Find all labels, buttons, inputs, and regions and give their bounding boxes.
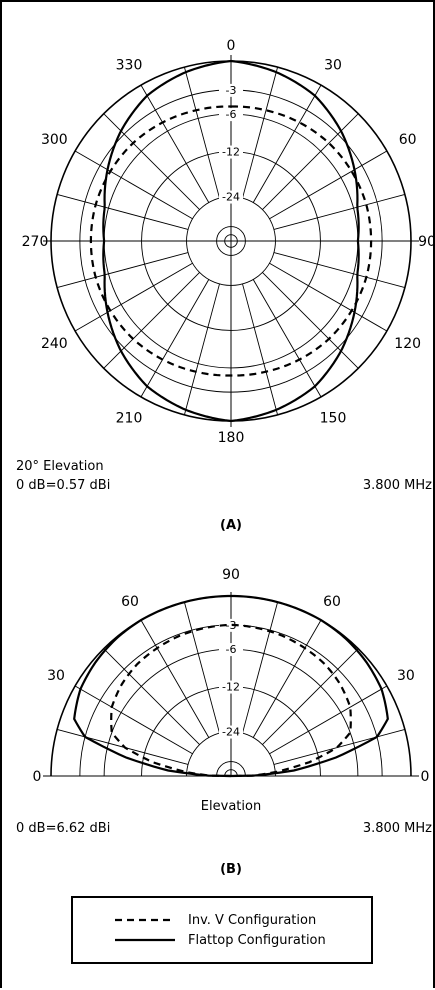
angle-label: 330	[116, 57, 143, 73]
grid-spoke	[140, 84, 210, 203]
ring-label-bg	[219, 618, 243, 632]
grid-spoke	[242, 67, 279, 199]
ring-label-bg	[219, 108, 243, 122]
ring-label-bg	[219, 643, 243, 657]
frequency-label-b: 3.800 MHz	[363, 821, 432, 836]
inv-v-pattern-line-b	[110, 623, 352, 778]
polar-grid-b: -3 -6 -12 -24	[43, 592, 419, 777]
grid-spoke	[103, 272, 200, 369]
grid-spoke	[242, 283, 279, 415]
grid-spoke	[262, 272, 359, 369]
elevation-axis-label: Elevation	[201, 799, 261, 814]
grid-spoke	[252, 279, 322, 398]
legend-label-flattop: Flattop Configuration	[188, 933, 326, 948]
ring-label-bg	[219, 145, 243, 159]
angle-label: 180	[218, 430, 245, 446]
angle-label: 0	[33, 769, 42, 785]
angle-label: 60	[399, 132, 417, 148]
grid-spoke	[269, 685, 388, 755]
angle-label: 90	[418, 234, 435, 250]
ring-label: -24	[222, 726, 240, 739]
grid-spoke	[140, 619, 210, 738]
legend-box	[71, 896, 373, 964]
angle-label: 0	[421, 769, 430, 785]
grid-spoke	[74, 150, 193, 220]
angle-label: 30	[324, 57, 342, 73]
grid-spoke	[74, 262, 193, 332]
elevation-angle-label: 20° Elevation	[16, 459, 104, 474]
angle-label: 210	[116, 411, 143, 427]
ring-label: -12	[222, 681, 240, 694]
angle-label: 90	[222, 567, 240, 583]
flattop-pattern-line-a	[102, 59, 360, 423]
angle-label: 30	[397, 668, 415, 684]
ring-label: -3	[226, 84, 237, 97]
inv-v-pattern-line-a	[89, 105, 373, 377]
ring-label-bg	[219, 190, 243, 204]
zero-db-reference-a: 0 dB=0.57 dBi	[16, 478, 110, 493]
grid-spoke	[273, 193, 405, 230]
grid-spoke	[252, 84, 322, 203]
polar-angle-labels-b: 0 30 60 90 60 30 0	[33, 567, 430, 785]
angle-label: 0	[227, 38, 236, 54]
angle-label: 270	[22, 234, 49, 250]
caption-a: (A)	[220, 518, 242, 533]
grid-spoke	[262, 648, 359, 745]
ring-label: -3	[226, 619, 237, 632]
polar-grid-a: -3 -6 -12 -24	[43, 55, 419, 427]
legend: Inv. V Configuration Flattop Configurati…	[71, 896, 373, 964]
grid-spoke	[74, 685, 193, 755]
caption-b: (B)	[220, 862, 242, 877]
ring-label-bg	[219, 725, 243, 739]
grid-spoke	[57, 193, 189, 230]
ring-label: -12	[222, 146, 240, 159]
series-group-a	[89, 59, 373, 423]
grid-spoke	[273, 728, 405, 765]
frequency-label-a: 3.800 MHz	[363, 478, 432, 493]
series-group-b	[73, 594, 389, 778]
angle-label: 150	[320, 411, 347, 427]
grid-spoke	[273, 252, 405, 289]
angle-label: 120	[394, 336, 421, 352]
grid-spoke	[103, 648, 200, 745]
polar-angle-labels-a: 0 30 60 90 120 150 180 210 240 270 300 330	[22, 38, 435, 446]
grid-spoke	[57, 252, 189, 289]
angle-label: 30	[47, 668, 65, 684]
angle-label: 240	[41, 336, 68, 352]
angle-label: 60	[121, 594, 139, 610]
grid-spoke	[242, 602, 279, 734]
ring-label: -6	[226, 108, 237, 121]
grid-spoke	[269, 150, 388, 220]
grid-spoke	[57, 728, 189, 765]
ring-label-bg	[219, 83, 243, 97]
grid-spoke	[269, 262, 388, 332]
grid-spoke	[140, 279, 210, 398]
angle-label: 300	[41, 132, 68, 148]
flattop-pattern-line-b	[73, 594, 389, 778]
angle-label: 60	[323, 594, 341, 610]
grid-spoke	[262, 113, 359, 210]
ring-label-bg	[219, 680, 243, 694]
zero-db-reference-b: 0 dB=6.62 dBi	[16, 821, 110, 836]
grid-spoke	[252, 619, 322, 738]
ring-label: -24	[222, 191, 240, 204]
grid-spoke	[183, 283, 220, 415]
legend-label-inv-v: Inv. V Configuration	[188, 913, 316, 928]
grid-spoke	[183, 602, 220, 734]
ring-label: -6	[226, 643, 237, 656]
grid-spoke	[103, 113, 200, 210]
grid-spoke	[183, 67, 220, 199]
